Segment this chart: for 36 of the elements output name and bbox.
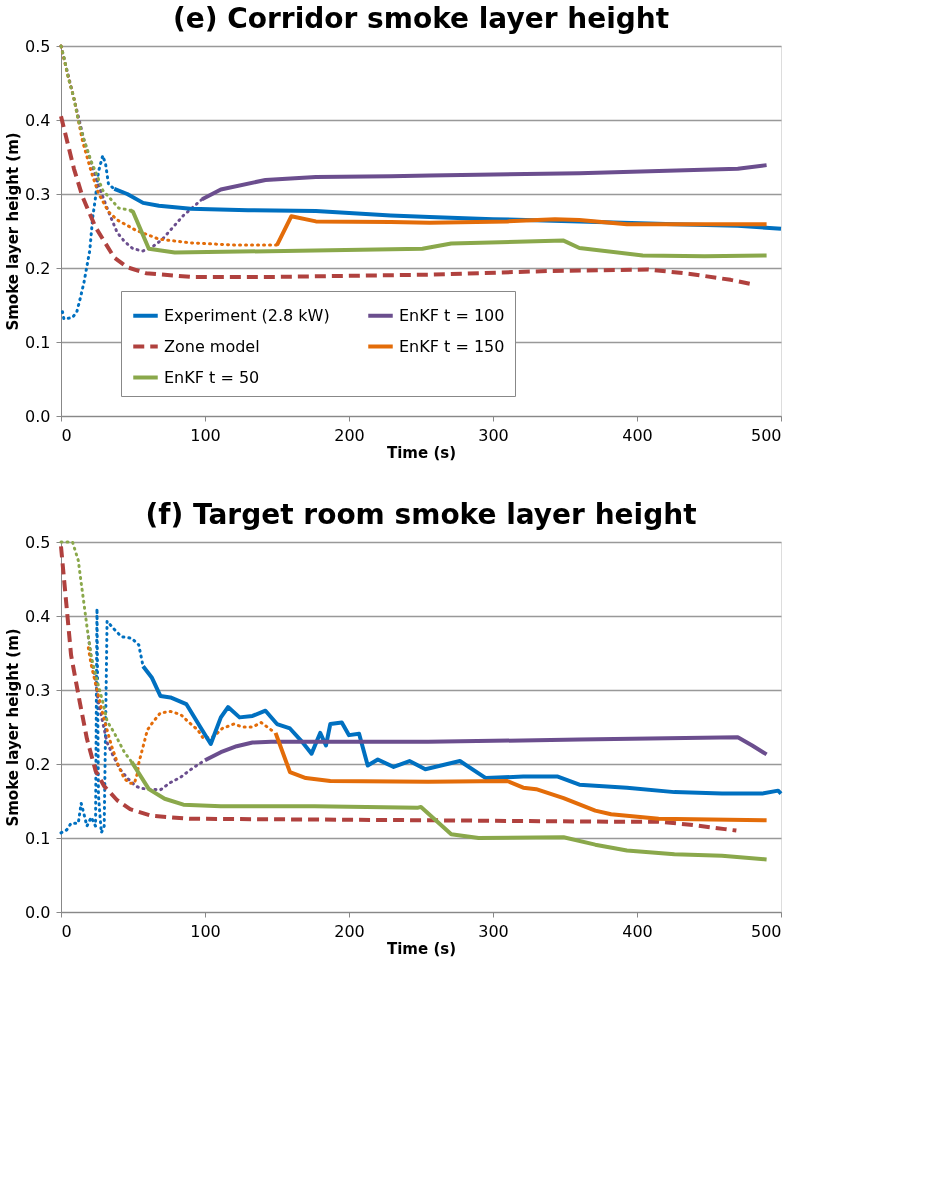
x-tick-label: 200	[334, 921, 365, 941]
x-tick-label: 0	[61, 921, 72, 941]
x-tick-label: 400	[622, 921, 653, 941]
y-tick-label: 0.2	[25, 754, 51, 774]
x-tick-label: 500	[750, 921, 782, 941]
y-tick-label: 0.1	[25, 332, 51, 352]
line-series	[59, 544, 739, 833]
chart-title: (f) Target room smoke layer height	[145, 498, 697, 531]
x-tick-label: 100	[190, 425, 221, 445]
x-tick-label: 500	[750, 425, 782, 445]
x-axis-title: Time (s)	[386, 939, 457, 958]
y-tick-label: 0.0	[25, 902, 51, 922]
y-axis-title: Smoke layer height (m)	[4, 628, 23, 827]
x-tick-label: 400	[622, 425, 653, 445]
y-tick-label: 0.2	[25, 258, 51, 278]
x-tick-label: 300	[478, 921, 509, 941]
x-tick-label: 300	[478, 425, 509, 445]
y-tick-label: 0.5	[25, 36, 51, 56]
legend-label: EnKF t = 150	[399, 336, 505, 356]
legend-label: Experiment (2.8 kW)	[164, 305, 330, 325]
y-tick-label: 0.3	[25, 680, 51, 700]
y-tick-label: 0.0	[25, 406, 51, 426]
legend-label: EnKF t = 100	[399, 305, 505, 325]
legend-label: EnKF t = 50	[164, 367, 260, 387]
chart-title: (e) Corridor smoke layer height	[172, 2, 670, 35]
y-tick-label: 0.4	[25, 110, 51, 130]
y-axis-title: Smoke layer height (m)	[4, 132, 23, 331]
x-tick-label: 200	[334, 425, 365, 445]
x-tick-label: 100	[190, 921, 221, 941]
x-axis-title: Time (s)	[386, 443, 457, 462]
legend-label: Zone model	[164, 336, 260, 356]
y-tick-label: 0.4	[25, 606, 51, 626]
y-tick-label: 0.3	[25, 184, 51, 204]
y-tick-label: 0.1	[25, 828, 51, 848]
x-tick-label: 0	[61, 425, 72, 445]
y-tick-label: 0.5	[25, 532, 51, 552]
